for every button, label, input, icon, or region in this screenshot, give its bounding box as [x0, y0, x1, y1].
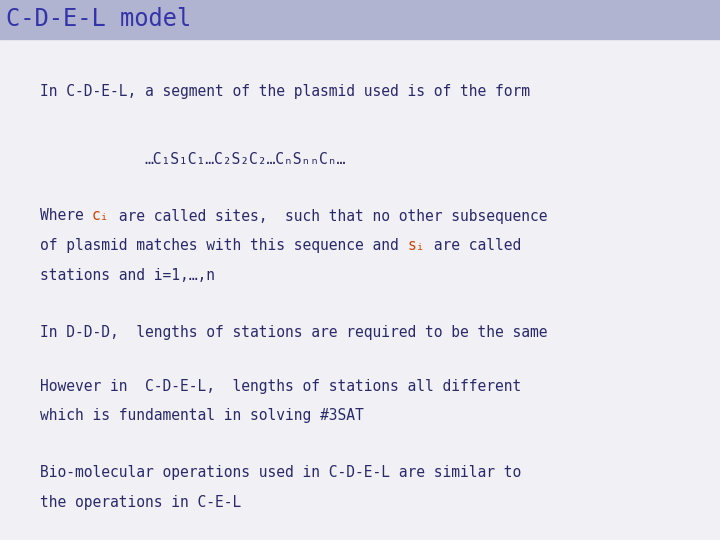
Text: …C₁S₁C₁…C₂S₂C₂…CₙSₙₙCₙ…: …C₁S₁C₁…C₂S₂C₂…CₙSₙₙCₙ… [144, 152, 346, 167]
Bar [0, 0, 720, 39]
Text: are called: are called [425, 238, 521, 253]
Text: C-D-E-L model: C-D-E-L model [6, 8, 191, 31]
Text: the operations in C-E-L: the operations in C-E-L [40, 495, 241, 510]
Text: In C-D-E-L, a segment of the plasmid used is of the form: In C-D-E-L, a segment of the plasmid use… [40, 84, 530, 99]
Text: Bio-molecular operations used in C-D-E-L are similar to: Bio-molecular operations used in C-D-E-L… [40, 465, 521, 480]
Text: cᵢ: cᵢ [92, 208, 109, 224]
Text: sᵢ: sᵢ [407, 238, 425, 253]
Text: of plasmid matches with this sequence and: of plasmid matches with this sequence an… [40, 238, 407, 253]
Text: stations and i=1,…,n: stations and i=1,…,n [40, 268, 215, 283]
Text: Where: Where [40, 208, 92, 224]
Text: are called sites,  such that no other subsequence: are called sites, such that no other sub… [109, 208, 547, 224]
Text: However in  C-D-E-L,  lengths of stations all different: However in C-D-E-L, lengths of stations … [40, 379, 521, 394]
Text: In D-D-D,  lengths of stations are required to be the same: In D-D-D, lengths of stations are requir… [40, 325, 547, 340]
Text: which is fundamental in solving #3SAT: which is fundamental in solving #3SAT [40, 408, 364, 423]
